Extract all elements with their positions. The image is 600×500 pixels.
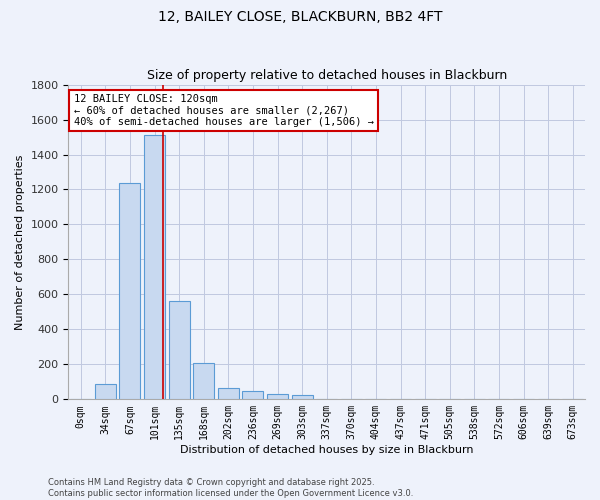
X-axis label: Distribution of detached houses by size in Blackburn: Distribution of detached houses by size … — [180, 445, 473, 455]
Bar — [292, 395, 313, 400]
Bar — [267, 394, 288, 400]
Bar — [95, 384, 116, 400]
Bar — [144, 136, 165, 400]
Bar — [242, 392, 263, 400]
Y-axis label: Number of detached properties: Number of detached properties — [15, 154, 25, 330]
Bar — [218, 388, 239, 400]
Title: Size of property relative to detached houses in Blackburn: Size of property relative to detached ho… — [146, 69, 507, 82]
Bar — [119, 184, 140, 400]
Text: Contains HM Land Registry data © Crown copyright and database right 2025.
Contai: Contains HM Land Registry data © Crown c… — [48, 478, 413, 498]
Bar — [193, 362, 214, 400]
Bar — [169, 302, 190, 400]
Text: 12 BAILEY CLOSE: 120sqm
← 60% of detached houses are smaller (2,267)
40% of semi: 12 BAILEY CLOSE: 120sqm ← 60% of detache… — [74, 94, 374, 127]
Text: 12, BAILEY CLOSE, BLACKBURN, BB2 4FT: 12, BAILEY CLOSE, BLACKBURN, BB2 4FT — [158, 10, 442, 24]
